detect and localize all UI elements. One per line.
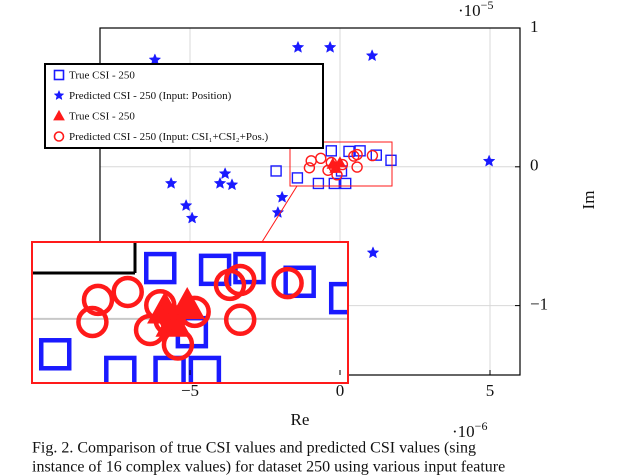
marker-circle	[331, 169, 343, 181]
marker-star	[148, 53, 162, 66]
marker-circle	[111, 275, 144, 309]
plot-area	[148, 40, 496, 259]
marker-circle	[328, 161, 340, 173]
marker-circle	[133, 313, 167, 347]
marker-circle	[351, 161, 363, 173]
marker-star	[271, 205, 285, 218]
marker-square	[144, 251, 177, 285]
marker-square	[270, 165, 282, 177]
y-tick-label: −1	[530, 295, 548, 314]
marker-square	[291, 172, 304, 184]
marker-square	[312, 177, 325, 190]
legend-label: Predicted CSI - 250 (Input: Position)	[69, 90, 232, 102]
marker-circle	[161, 328, 195, 361]
marker-circle	[322, 164, 334, 176]
marker-circle	[351, 148, 363, 161]
marker-circle	[223, 303, 257, 337]
multiplier-base: ·10	[458, 1, 481, 20]
zoom-region	[289, 141, 393, 187]
zoom-connector	[261, 185, 298, 243]
marker-square	[385, 154, 397, 166]
marker-circle	[223, 263, 257, 297]
marker-square	[370, 149, 382, 161]
marker-star	[185, 211, 199, 224]
marker-star	[366, 246, 380, 259]
y-tick-label: 1	[530, 17, 539, 36]
legend-label: True CSI - 250	[69, 111, 135, 123]
marker-square	[38, 338, 72, 371]
marker-triangle	[53, 109, 65, 121]
marker-star	[275, 190, 289, 203]
caption-line: instance of 16 complex values) for datas…	[32, 459, 505, 475]
y-tick-label: 0	[530, 156, 539, 175]
marker-star	[225, 178, 239, 191]
marker-square	[188, 355, 222, 383]
inset	[32, 242, 348, 383]
marker-circle	[305, 155, 317, 167]
marker-circle	[271, 266, 304, 300]
marker-circle	[336, 158, 349, 171]
y-multiplier: ·10−5	[458, 0, 493, 20]
marker-circle	[315, 152, 327, 165]
marker-square	[328, 281, 348, 315]
legend-label: Predicted CSI - 250 (Input: CSI₁+CSI₂+Po…	[69, 131, 268, 143]
legend: True CSI - 250 Predicted CSI - 250 (Input…	[44, 63, 324, 149]
marker-square	[325, 145, 337, 157]
marker-star	[482, 154, 496, 167]
inset-frame	[31, 241, 349, 384]
multiplier-base: ·10	[452, 422, 475, 441]
marker-square	[104, 355, 137, 383]
marker-circle	[81, 283, 115, 317]
caption-line: Fig. 2. Comparison of true CSI values an…	[32, 440, 476, 457]
legend-label: True CSI - 250	[69, 70, 135, 82]
marker-star	[291, 40, 305, 53]
marker-star	[213, 176, 227, 189]
marker-star	[218, 167, 232, 180]
x-tick-label: 5	[486, 381, 495, 400]
marker-star	[53, 89, 65, 101]
marker-square	[283, 265, 316, 299]
multiplier-exponent: −5	[481, 0, 494, 12]
x-axis-label: Re	[291, 410, 310, 429]
y-axis-label: Im	[579, 191, 598, 210]
marker-star	[164, 176, 178, 189]
x-tick-label: −5	[181, 381, 199, 400]
marker-circle	[303, 162, 316, 174]
marker-circle	[178, 295, 211, 329]
x-tick-label: 0	[336, 381, 345, 400]
marker-star	[323, 40, 337, 53]
marker-circle	[366, 149, 379, 162]
marker-star	[365, 49, 379, 62]
marker-circle	[76, 305, 109, 339]
marker-square	[340, 177, 352, 190]
multiplier-exponent: −6	[475, 419, 488, 433]
marker-circle	[53, 131, 65, 142]
marker-star	[179, 199, 193, 212]
legend-box	[44, 63, 324, 149]
x-multiplier: ·10−6	[452, 419, 487, 441]
marker-square	[53, 69, 65, 81]
